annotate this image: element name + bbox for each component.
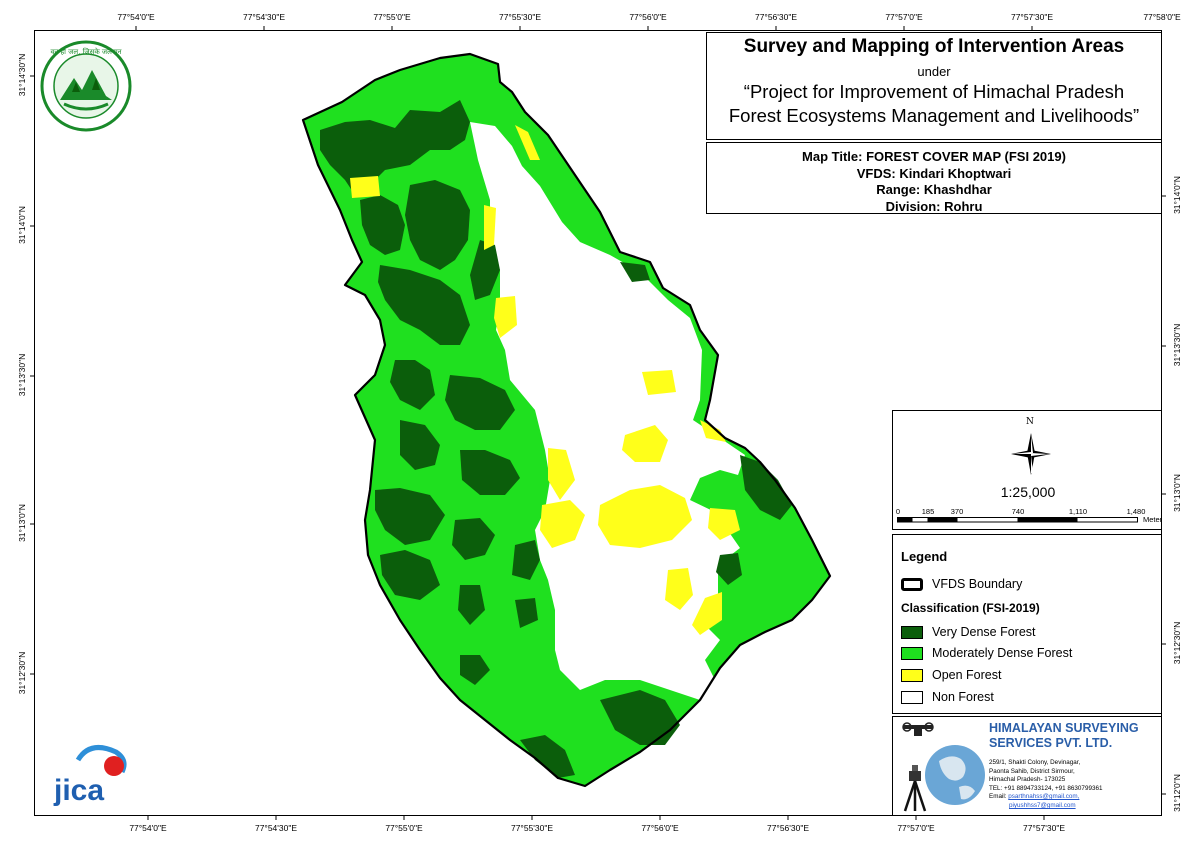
legend-item-non-forest: Non Forest (901, 688, 994, 706)
jica-logo: jica (53, 745, 127, 806)
tick-label-top: 77°56'0"E (629, 12, 667, 22)
legend-item-open: Open Forest (901, 666, 1001, 684)
legend-item-moderately-dense: Moderately Dense Forest (901, 644, 1072, 662)
legend-item-label: Moderately Dense Forest (932, 646, 1073, 660)
tick-label-left: 31°12'30"N (17, 651, 27, 695)
project-title-line-2: Forest Ecosystems Management and Livelih… (728, 105, 1140, 126)
tick-label-bottom: 77°57'0"E (897, 823, 935, 833)
legend-item-label: VFDS Boundary (932, 577, 1023, 591)
map-main-title: Survey and Mapping of Intervention Areas (743, 36, 1125, 57)
email-link-2[interactable]: piyushhss7@gmail.com (1009, 801, 1076, 809)
classification-title: Classification (FSI-2019) (901, 601, 1040, 615)
tick-label-right: 31°13'30"N (1172, 323, 1182, 367)
vfds-boundary (301, 52, 832, 788)
tick-label-bottom: 77°56'30"E (766, 823, 810, 833)
tick-label-bottom: 77°55'30"E (510, 823, 554, 833)
open-forest-swatch (901, 668, 923, 682)
scale-bar-label: 740 (1011, 507, 1025, 516)
scale-ratio: 1:25,000 (1000, 484, 1056, 500)
legend-item-boundary: VFDS Boundary (901, 575, 1022, 593)
scale-bar-label: 185 (921, 507, 935, 516)
moderately-dense-swatch (901, 646, 923, 660)
tick-label-top: 77°57'0"E (885, 12, 923, 22)
tick-label-bottom: 77°56'0"E (641, 823, 679, 833)
company-panel: HIMALAYAN SURVEYING SERVICES PVT. LTD. 2… (892, 716, 1162, 816)
forest-area-very-dense (320, 100, 792, 778)
tick-label-top: 77°55'0"E (373, 12, 411, 22)
tick-label-top: 77°55'30"E (498, 12, 542, 22)
legend-item-label: Open Forest (932, 668, 1002, 682)
non-forest-swatch (901, 690, 923, 704)
very-dense-swatch (901, 625, 923, 639)
tick-label-right: 31°13'0"N (1172, 474, 1182, 512)
range-name: Range: Khashdhar (876, 182, 992, 197)
legend-item-label: Non Forest (932, 690, 994, 704)
tick-label-top: 77°58'0"E (1143, 12, 1181, 22)
company-telephone: TEL: +91 8894733124, +91 8630799361 (989, 784, 1103, 792)
scale-unit: Meters (1143, 515, 1162, 524)
company-name: HIMALAYAN SURVEYING SERVICES PVT. LTD. (989, 721, 1139, 751)
title-panel: Survey and Mapping of Intervention Areas… (706, 32, 1162, 140)
north-label: N (1026, 417, 1034, 427)
legend-item-very-dense: Very Dense Forest (901, 623, 1036, 641)
address-line-2: Paonta Sahib, District Sirmour, (989, 767, 1075, 775)
tick-label-top: 77°56'30"E (754, 12, 798, 22)
company-logo (902, 722, 985, 812)
north-arrow-icon (1011, 433, 1051, 475)
forest-department-logo: वन ही जल, जिसके जलपान (40, 40, 132, 132)
tick-label-left: 31°14'30"N (17, 53, 27, 97)
email-link-1[interactable]: psarthnahss@gmail.com, (1008, 793, 1080, 801)
tick-label-top: 77°54'30"E (242, 12, 286, 22)
forest-department-logo-text: वन ही जल, जिसके जलपान (50, 47, 121, 56)
scale-bar (897, 517, 1138, 523)
vfds-name: VFDS: Kindari Khoptwari (856, 165, 1012, 181)
tick-label-right: 31°12'0"N (1172, 774, 1182, 812)
tick-label-left: 31°13'30"N (17, 353, 27, 397)
scale-bar-label: 1,480 (1126, 507, 1146, 516)
map-info-panel: Map Title: FOREST COVER MAP (FSI 2019) V… (706, 142, 1162, 214)
scale-bar-label: 1,110 (1068, 507, 1088, 516)
tick-label-right: 31°14'0"N (1172, 176, 1182, 214)
tick-label-right: 31°12'30"N (1172, 621, 1182, 665)
email-label: Email: (989, 793, 1009, 801)
company-address: 259/1, Shakti Colony, Devinagar, Paonta … (989, 759, 1102, 811)
tick-label-bottom: 77°54'0"E (129, 823, 167, 833)
legend-title: Legend (901, 549, 948, 564)
address-line-3: Himachal Pradesh- 173025 (989, 776, 1066, 784)
tick-label-bottom: 77°57'30"E (1022, 823, 1066, 833)
tick-label-bottom: 77°54'30"E (254, 823, 298, 833)
scale-bar-label: 370 (950, 507, 964, 516)
tick-label-top: 77°54'0"E (117, 12, 155, 22)
tick-label-bottom: 77°55'0"E (385, 823, 423, 833)
tick-label-top: 77°57'30"E (1010, 12, 1054, 22)
boundary-swatch (901, 577, 923, 591)
title-under: under (917, 64, 951, 79)
division-name: Division: Rohru (885, 198, 983, 214)
forest-area-non-forest (470, 122, 745, 700)
company-name-line-1: HIMALAYAN SURVEYING (989, 721, 1139, 735)
tick-label-left: 31°14'0"N (17, 206, 27, 244)
jica-logo-text: jica (53, 774, 104, 806)
map-title: Map Title: FOREST COVER MAP (FSI 2019) (802, 149, 1066, 164)
company-name-line-2: SERVICES PVT. LTD. (989, 736, 1113, 750)
legend-item-label: Very Dense Forest (932, 625, 1036, 639)
legend-panel: Legend VFDS Boundary Classification (FSI… (892, 534, 1162, 714)
scale-bar-label: 0 (895, 507, 901, 516)
address-line-1: 259/1, Shakti Colony, Devinagar, (989, 759, 1081, 766)
tick-label-left: 31°13'0"N (17, 504, 27, 542)
project-title-line-1: “Project for Improvement of Himachal Pra… (743, 81, 1125, 102)
scale-panel: N 1:25,000 0 185 370 740 1,110 1,480 Met… (892, 410, 1162, 530)
forest-area-open (350, 125, 740, 635)
